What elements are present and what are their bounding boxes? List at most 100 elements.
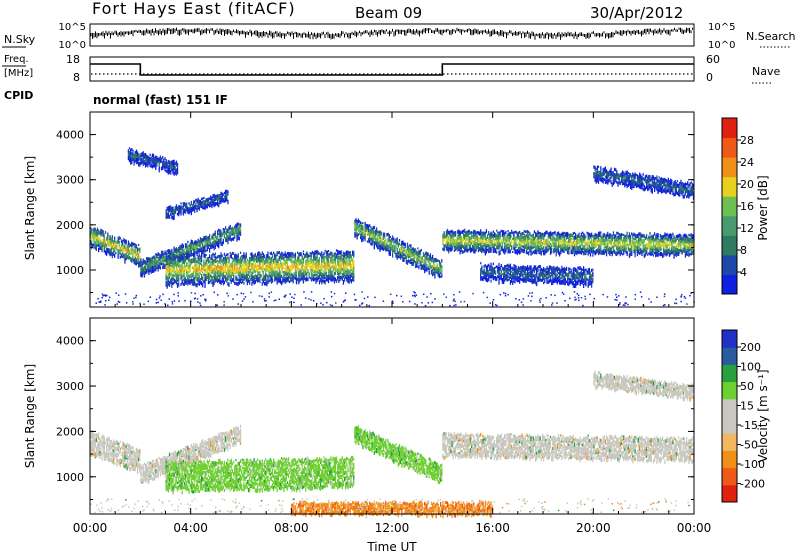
heatmap-cell [213, 280, 215, 286]
heatmap-cell [659, 236, 661, 240]
heatmap-cell [235, 253, 237, 257]
heatmap-cell [600, 252, 602, 255]
heatmap-cell [159, 254, 162, 259]
heatmap-cell [485, 250, 488, 254]
heatmap-cell [295, 259, 298, 263]
heatmap-cell [429, 262, 432, 265]
heatmap-cell [488, 246, 490, 250]
heatmap-cell [504, 251, 506, 255]
heatmap-cell [204, 269, 206, 273]
heatmap-cell [539, 242, 541, 248]
heatmap-cell [480, 240, 482, 243]
heatmap-cell [251, 274, 253, 279]
heatmap-cell [146, 260, 148, 265]
heatmap-cell [379, 233, 381, 238]
heatmap-cell [261, 268, 263, 272]
heatmap-cell [658, 253, 660, 256]
heatmap-cell [521, 244, 523, 248]
heatmap-cell [492, 247, 494, 252]
heatmap-cell [310, 254, 313, 258]
heatmap-cell [466, 242, 468, 246]
heatmap-cell [165, 283, 167, 287]
heatmap-cell [221, 232, 223, 236]
heatmap-cell [211, 237, 213, 240]
heatmap-cell [584, 234, 586, 239]
heatmap-cell [567, 246, 569, 252]
heatmap-cell [244, 268, 246, 273]
heatmap-cell [672, 250, 674, 255]
heatmap-cell [671, 234, 673, 237]
heatmap-cell [201, 238, 203, 243]
heatmap-cell [581, 231, 584, 234]
heatmap-cell [254, 270, 256, 273]
heatmap-cell [261, 257, 263, 263]
heatmap-cell [688, 246, 690, 250]
heatmap-cell [371, 240, 373, 245]
heatmap-cell [98, 236, 100, 240]
heatmap-cell [198, 239, 200, 245]
heatmap-cell [674, 247, 676, 253]
heatmap-cell [243, 261, 245, 264]
heatmap-cell [596, 239, 599, 245]
heatmap-cell [493, 247, 496, 251]
heatmap-cell [417, 251, 419, 256]
heatmap-cell [123, 238, 125, 242]
heatmap-cell [235, 228, 237, 234]
heatmap-cell [525, 244, 528, 249]
heatmap-cell [341, 257, 343, 263]
heatmap-cell [226, 263, 228, 266]
heatmap-cell [480, 231, 482, 236]
heatmap-cell [378, 232, 380, 236]
heatmap-cell [433, 259, 435, 264]
heatmap-cell [430, 269, 433, 275]
heatmap-cell [230, 262, 232, 266]
heatmap-cell [344, 252, 346, 257]
heatmap-cell [175, 254, 178, 259]
heatmap-cell [544, 232, 546, 236]
heatmap-cell [202, 243, 204, 247]
heatmap-cell [319, 272, 322, 275]
heatmap-cell [676, 236, 679, 241]
heatmap-cell [378, 231, 380, 234]
heatmap-cell [371, 227, 373, 231]
heatmap-cell [203, 274, 205, 277]
heatmap-cell [680, 237, 682, 243]
heatmap-cell [412, 257, 414, 263]
heatmap-cell [239, 226, 242, 231]
heatmap-cell [565, 234, 568, 240]
heatmap-cell [150, 269, 152, 274]
heatmap-cell [372, 227, 374, 232]
heatmap-cell [179, 264, 181, 268]
heatmap-cell [539, 248, 541, 251]
heatmap-cell [162, 250, 164, 256]
heatmap-cell [678, 238, 680, 243]
heatmap-cell [611, 250, 613, 256]
heatmap-cell [440, 271, 442, 274]
heatmap-cell [644, 246, 647, 250]
heatmap-cell [243, 268, 245, 274]
heatmap-cell [532, 235, 534, 239]
heatmap-cell [416, 264, 418, 268]
heatmap-cell [411, 247, 413, 250]
heatmap-cell [108, 238, 110, 243]
heatmap-cell [268, 268, 270, 272]
heatmap-cell [408, 247, 410, 252]
heatmap-cell [242, 268, 244, 273]
heatmap-cell [389, 235, 391, 238]
heatmap-cell [508, 246, 510, 251]
heatmap-cell [332, 254, 334, 258]
heatmap-cell [187, 245, 189, 251]
heatmap-cell [561, 232, 563, 237]
heatmap-cell [285, 253, 287, 258]
heatmap-cell [346, 264, 348, 270]
heatmap-cell [635, 236, 637, 239]
heatmap-cell [135, 258, 138, 263]
heatmap-cell [274, 255, 276, 261]
heatmap-cell [366, 233, 369, 236]
heatmap-cell [325, 274, 327, 278]
heatmap-cell [228, 257, 230, 262]
heatmap-cell [617, 237, 619, 242]
heatmap-cell [484, 239, 486, 244]
heatmap-cell [188, 274, 190, 280]
heatmap-cell [203, 262, 205, 268]
